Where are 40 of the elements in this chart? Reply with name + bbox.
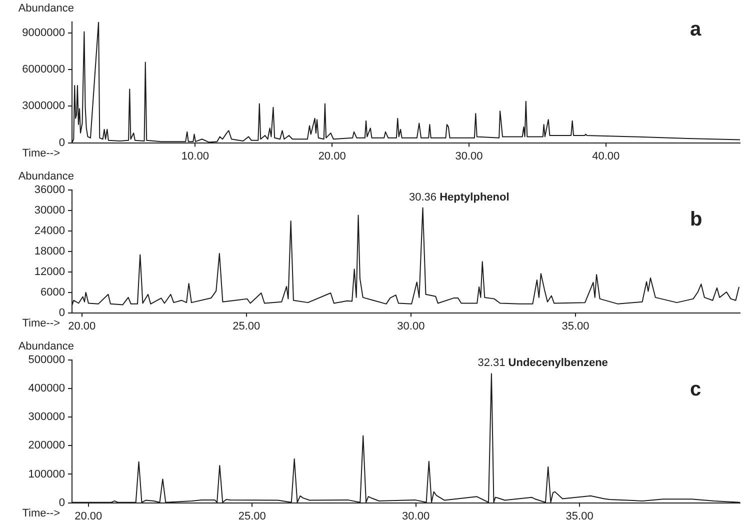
y-tick-label: 6000: [40, 286, 65, 298]
y-tick-label: 24000: [34, 224, 65, 237]
x-tick-label: 20.00: [318, 150, 346, 162]
x-axis-title: Time-->: [22, 317, 60, 330]
x-tick-label: 40.00: [592, 150, 620, 162]
annotation: b: [690, 208, 702, 231]
x-tick-label: 10.00: [181, 150, 209, 162]
y-tick-label: 200000: [28, 440, 65, 452]
y-tick-label: 9000000: [22, 27, 65, 40]
y-axis-title: Abundance: [18, 170, 74, 183]
y-tick-label: 500000: [28, 354, 65, 366]
x-axis-title: Time-->: [22, 507, 60, 520]
y-tick-label: 6000000: [22, 64, 65, 76]
x-tick-label: 35.00: [566, 510, 594, 522]
y-axis-title: Abundance: [18, 340, 74, 353]
x-tick-label: 30.00: [397, 320, 425, 332]
y-tick-label: 0: [58, 496, 65, 509]
annotation: a: [690, 18, 702, 41]
annotation: c: [690, 378, 702, 401]
x-tick-label: 30.00: [455, 150, 483, 162]
x-tick-label: 35.00: [562, 320, 590, 332]
y-tick-label: 300000: [28, 411, 65, 424]
annotation: 32.31 Undecenylbenzene: [478, 357, 608, 370]
x-tick-label: 20.00: [74, 510, 102, 522]
y-tick-label: 0: [58, 306, 65, 319]
y-tick-label: 36000: [34, 184, 65, 196]
y-tick-label: 3000000: [22, 100, 65, 112]
y-tick-label: 100000: [28, 468, 65, 480]
y-tick-label: 30000: [34, 204, 65, 216]
y-tick-label: 18000: [34, 245, 65, 258]
x-tick-label: 25.00: [238, 510, 266, 522]
y-tick-label: 12000: [34, 266, 65, 278]
y-tick-label: 400000: [28, 382, 65, 395]
x-tick-label: 20.00: [68, 320, 96, 332]
x-tick-label: 25.00: [232, 320, 260, 332]
x-axis-title: Time-->: [22, 147, 60, 160]
x-tick-label: 30.00: [402, 510, 430, 522]
y-axis-title: Abundance: [18, 2, 74, 15]
y-tick-label: 0: [58, 136, 65, 149]
annotation: 30.36 Heptylphenol: [409, 191, 510, 204]
